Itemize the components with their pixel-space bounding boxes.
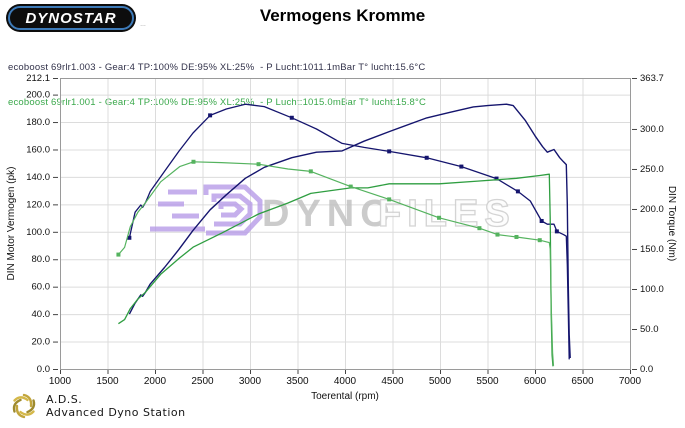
svg-text:200.0: 200.0 (640, 204, 664, 215)
data-point-marker (387, 197, 392, 202)
ads-name: Advanced Dyno Station (46, 406, 186, 419)
left-axis-title: DIN Motor Vermogen (pk) (6, 167, 17, 281)
ads-swirl-icon (12, 393, 36, 419)
ads-swirl-blade (26, 399, 36, 414)
data-point-marker (495, 232, 500, 237)
svg-text:1000: 1000 (49, 376, 72, 387)
svg-text:6000: 6000 (524, 376, 547, 387)
svg-text:20.0: 20.0 (32, 337, 51, 348)
data-point-marker (554, 229, 559, 234)
svg-text:80.0: 80.0 (32, 254, 51, 265)
run-legend: ecoboost 69rlr1.003 - Gear:4 TP:100% DE:… (8, 39, 426, 120)
svg-text:160.0: 160.0 (26, 144, 50, 155)
ads-abbr: A.D.S. (46, 393, 83, 406)
svg-text:212.1: 212.1 (26, 73, 50, 84)
data-point-marker (437, 215, 442, 220)
data-point-marker (191, 159, 196, 164)
logo-subtext: … (140, 22, 147, 28)
axes: 212.1 200.0 180.0 160.0 140.0 120.0 100.0 80.0 6… (6, 73, 677, 402)
ads-footer: A.D.S. Advanced Dyno Station (10, 392, 186, 420)
svg-text:6500: 6500 (571, 376, 594, 387)
data-point-marker (289, 115, 294, 120)
svg-text:3000: 3000 (239, 376, 262, 387)
svg-text:180.0: 180.0 (26, 117, 50, 128)
svg-text:100.0: 100.0 (26, 227, 50, 238)
svg-text:250.0: 250.0 (640, 164, 664, 175)
x-axis-title: Toerental (rpm) (311, 391, 379, 402)
ads-swirl-blade (22, 393, 33, 408)
svg-text:4000: 4000 (334, 376, 357, 387)
ads-swirl-blade (13, 396, 29, 402)
ads-title-block: A.D.S. Advanced Dyno Station (46, 393, 186, 419)
data-point-marker (537, 238, 542, 243)
data-point-marker (477, 226, 482, 231)
svg-text:50.0: 50.0 (640, 324, 659, 335)
data-point-marker (424, 155, 429, 160)
data-point-marker (208, 113, 213, 118)
ads-swirl-blade (12, 398, 22, 413)
data-point-marker (459, 164, 464, 169)
dynostar-logo: DYNOSTAR (6, 4, 136, 32)
svg-text:DYNO: DYNO (262, 193, 396, 235)
data-point-marker (514, 234, 519, 239)
svg-text:FILES: FILES (378, 193, 516, 235)
data-point-marker (116, 252, 121, 257)
series-torque-run2-001 (116, 159, 555, 366)
svg-text:150.0: 150.0 (640, 244, 664, 255)
svg-text:3500: 3500 (286, 376, 309, 387)
svg-text:363.7: 363.7 (640, 73, 664, 84)
data-point-marker (256, 162, 261, 167)
svg-text:300.0: 300.0 (640, 124, 664, 135)
series-power-run1-003 (128, 103, 571, 359)
dynofiles-logo-icon (150, 184, 263, 236)
data-point-marker (348, 184, 353, 189)
dynostar-logo-ring (8, 6, 134, 30)
svg-text:1500: 1500 (96, 376, 119, 387)
svg-text:100.0: 100.0 (640, 284, 664, 295)
svg-text:5500: 5500 (476, 376, 499, 387)
svg-text:200.0: 200.0 (26, 90, 50, 101)
data-point-marker (494, 176, 499, 181)
ads-swirl-blade (19, 410, 35, 416)
svg-text:5000: 5000 (429, 376, 452, 387)
ads-swirl-blade (15, 404, 26, 419)
series-torque-run1-003 (127, 103, 570, 360)
svg-text:0.0: 0.0 (37, 364, 50, 375)
svg-text:4500: 4500 (381, 376, 404, 387)
page-title: Vermogens Kromme (259, 6, 426, 25)
svg-text:60.0: 60.0 (32, 282, 51, 293)
data-point-marker (127, 235, 132, 240)
svg-text:0.0: 0.0 (640, 364, 653, 375)
right-axis-title: DIN Torque (Nm) (666, 186, 677, 261)
dynostar-logo-text: DYNOSTAR (25, 9, 117, 27)
legend-run2: ecoboost 69rlr1.001 - Gear:4 TP:100% DE:… (8, 96, 427, 108)
svg-text:7000: 7000 (619, 376, 642, 387)
plot-border (60, 78, 631, 370)
data-point-marker (539, 218, 544, 223)
data-point-marker (387, 149, 392, 154)
svg-text:140.0: 140.0 (26, 172, 50, 183)
data-point-marker (308, 169, 313, 174)
legend-run1: ecoboost 69rlr1.003 - Gear:4 TP:100% DE:… (8, 62, 426, 73)
svg-text:2000: 2000 (144, 376, 167, 387)
svg-text:120.0: 120.0 (26, 199, 50, 210)
svg-text:40.0: 40.0 (32, 309, 51, 320)
data-point-marker (515, 189, 520, 194)
svg-text:2500: 2500 (191, 376, 214, 387)
